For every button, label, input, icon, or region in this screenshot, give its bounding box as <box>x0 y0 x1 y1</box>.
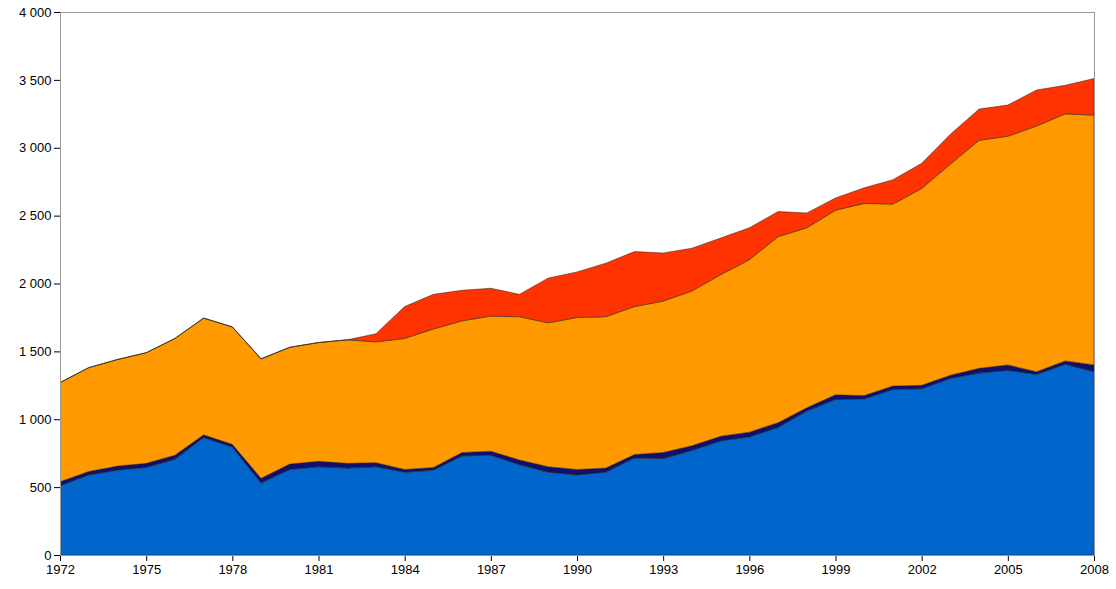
svg-text:3 000: 3 000 <box>19 140 52 155</box>
svg-text:2005: 2005 <box>994 562 1023 577</box>
svg-text:3 500: 3 500 <box>19 73 52 88</box>
svg-text:1 500: 1 500 <box>19 344 52 359</box>
svg-text:1996: 1996 <box>735 562 764 577</box>
svg-text:2002: 2002 <box>908 562 937 577</box>
svg-text:4 000: 4 000 <box>19 5 52 20</box>
svg-text:1999: 1999 <box>822 562 851 577</box>
svg-text:1987: 1987 <box>477 562 506 577</box>
svg-text:500: 500 <box>30 480 52 495</box>
svg-text:1 000: 1 000 <box>19 412 52 427</box>
svg-text:1972: 1972 <box>46 562 75 577</box>
svg-text:2 000: 2 000 <box>19 276 52 291</box>
svg-text:1981: 1981 <box>305 562 334 577</box>
svg-text:1993: 1993 <box>649 562 678 577</box>
svg-text:2008: 2008 <box>1080 562 1109 577</box>
svg-text:0: 0 <box>44 548 51 563</box>
svg-text:1990: 1990 <box>563 562 592 577</box>
svg-text:2 500: 2 500 <box>19 208 52 223</box>
svg-text:1978: 1978 <box>218 562 247 577</box>
svg-text:1984: 1984 <box>391 562 420 577</box>
svg-text:1975: 1975 <box>132 562 161 577</box>
